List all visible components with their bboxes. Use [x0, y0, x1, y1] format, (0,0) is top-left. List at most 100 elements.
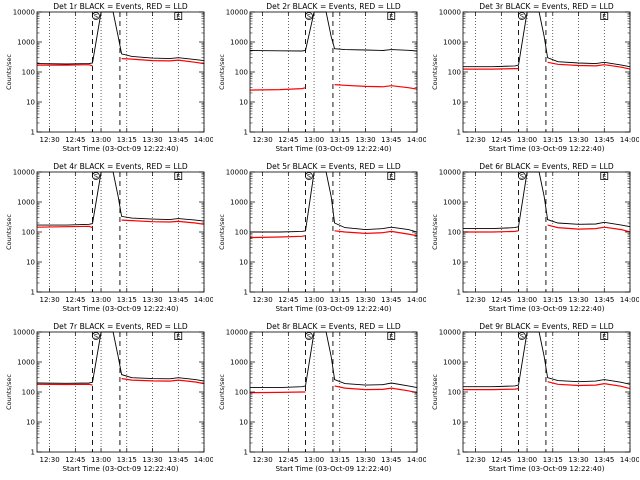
y-axis-label: Counts/sec [218, 214, 226, 250]
x-tick-label: 14:00 [194, 296, 213, 304]
x-tick-label: 12:45 [491, 136, 511, 144]
detector-chart-9: 1 10 100 1000 10000 12:30 12:45 13:00 13:15 13:30… [431, 322, 639, 473]
x-tick-label: 13:30 [355, 456, 375, 464]
x-tick-label: 13:45 [168, 136, 188, 144]
plot-frame [36, 11, 205, 133]
y-tick-label: 1 [244, 449, 248, 457]
x-tick-label: 14:00 [620, 296, 639, 304]
y-tick-label: 10 [26, 99, 35, 107]
y-tick-label: 1 [244, 289, 248, 297]
x-tick-label: 13:30 [142, 136, 162, 144]
x-tick-label: 13:45 [594, 456, 614, 464]
x-tick-label: 12:45 [65, 136, 85, 144]
chart-title: Det 5r BLACK = Events, RED = LLD [266, 162, 401, 171]
series-lld-line [36, 219, 205, 229]
start-marker-circle [305, 172, 313, 180]
y-tick-label: 1000 [443, 39, 461, 47]
x-tick-label: 13:15 [330, 296, 350, 304]
y-tick-label: 10000 [226, 329, 248, 337]
y-tick-label: 100 [235, 389, 248, 397]
y-tick-label: 100 [448, 69, 461, 77]
y-tick-label: 100 [448, 389, 461, 397]
series-lld-line [249, 230, 418, 239]
chart-title: Det 8r BLACK = Events, RED = LLD [266, 322, 401, 331]
x-tick-label: 12:30 [252, 456, 272, 464]
x-axis-label: Start Time (03-Oct-09 12:22:40) [276, 304, 392, 313]
y-axis-label: Counts/sec [431, 214, 439, 250]
y-axis-label: Counts/sec [5, 374, 13, 410]
x-tick-label: 13:45 [168, 456, 188, 464]
end-marker-label: E [176, 13, 180, 21]
detector-chart-5: 1 10 100 1000 10000 12:30 12:45 13:00 13:15 13:30… [218, 162, 426, 313]
plot-frame [462, 11, 631, 133]
detector-panel-3: 1 10 100 1000 10000 12:30 12:45 13:00 13:15 13:30… [426, 0, 639, 160]
y-axis-label: Counts/sec [5, 54, 13, 90]
x-tick-label: 13:00 [304, 296, 324, 304]
end-marker-label: E [176, 173, 180, 181]
chart-title: Det 6r BLACK = Events, RED = LLD [479, 162, 614, 171]
x-tick-label: 13:45 [381, 296, 401, 304]
start-marker-circle [92, 332, 100, 340]
start-marker-circle [518, 12, 526, 20]
x-tick-label: 12:30 [252, 296, 272, 304]
x-tick-label: 13:15 [117, 296, 137, 304]
x-tick-label: 12:45 [491, 456, 511, 464]
x-tick-label: 13:00 [517, 456, 537, 464]
x-tick-label: 13:15 [543, 296, 563, 304]
start-marker-label: S [520, 173, 524, 181]
x-tick-label: 14:00 [407, 296, 426, 304]
detector-chart-3: 1 10 100 1000 10000 12:30 12:45 13:00 13:15 13:30… [431, 2, 639, 153]
x-axis-label: Start Time (03-Oct-09 12:22:40) [276, 464, 392, 473]
y-tick-label: 1 [457, 449, 461, 457]
y-tick-label: 10 [239, 259, 248, 267]
series-events-line [463, 11, 631, 68]
series-events-line [36, 331, 205, 384]
detector-chart-8: 1 10 100 1000 10000 12:30 12:45 13:00 13:15 13:30… [218, 322, 426, 473]
end-marker-label: E [602, 333, 606, 341]
start-marker-label: S [520, 333, 524, 341]
detector-panel-1: 1 10 100 1000 10000 12:30 12:45 13:00 13:15 13:30… [0, 0, 213, 160]
detector-chart-2: 1 10 100 1000 10000 12:30 12:45 13:00 13:15 13:30… [218, 2, 426, 153]
x-tick-label: 13:45 [594, 136, 614, 144]
x-axis-label: Start Time (03-Oct-09 12:22:40) [276, 144, 392, 153]
x-axis-label: Start Time (03-Oct-09 12:22:40) [63, 464, 179, 473]
end-marker-box [174, 332, 183, 340]
y-tick-label: 10000 [13, 329, 35, 337]
x-axis-label: Start Time (03-Oct-09 12:22:40) [489, 464, 605, 473]
x-tick-label: 13:00 [517, 136, 537, 144]
y-tick-label: 1000 [230, 199, 248, 207]
detector-panel-5: 1 10 100 1000 10000 12:30 12:45 13:00 13:15 13:30… [213, 160, 426, 320]
series-lld-line [463, 381, 631, 391]
x-tick-label: 12:45 [65, 456, 85, 464]
start-marker-circle [518, 332, 526, 340]
start-marker-label: S [307, 333, 311, 341]
chart-title: Det 2r BLACK = Events, RED = LLD [266, 2, 401, 11]
y-tick-label: 100 [22, 389, 35, 397]
y-tick-label: 10 [239, 99, 248, 107]
x-tick-label: 12:45 [278, 136, 298, 144]
series-events-line [463, 331, 631, 388]
y-tick-label: 1 [31, 129, 35, 137]
start-marker-circle [305, 332, 313, 340]
y-tick-label: 1000 [443, 199, 461, 207]
series-events-line [249, 11, 418, 52]
detector-panel-2: 1 10 100 1000 10000 12:30 12:45 13:00 13:15 13:30… [213, 0, 426, 160]
x-tick-label: 13:00 [304, 456, 324, 464]
plot-frame [462, 331, 631, 453]
series-lld-line [249, 385, 418, 394]
end-marker-box [600, 172, 609, 180]
start-marker-circle [305, 12, 313, 20]
y-tick-label: 100 [235, 69, 248, 77]
chart-title: Det 7r BLACK = Events, RED = LLD [53, 322, 188, 331]
x-tick-label: 14:00 [620, 456, 639, 464]
plot-frame [36, 171, 205, 293]
end-marker-label: E [389, 13, 393, 21]
y-axis-label: Counts/sec [431, 54, 439, 90]
x-tick-label: 14:00 [620, 136, 639, 144]
end-marker-label: E [602, 173, 606, 181]
x-tick-label: 13:30 [355, 136, 375, 144]
x-tick-label: 13:15 [543, 136, 563, 144]
x-axis-label: Start Time (03-Oct-09 12:22:40) [489, 144, 605, 153]
y-tick-label: 100 [235, 229, 248, 237]
end-marker-box [174, 12, 183, 20]
